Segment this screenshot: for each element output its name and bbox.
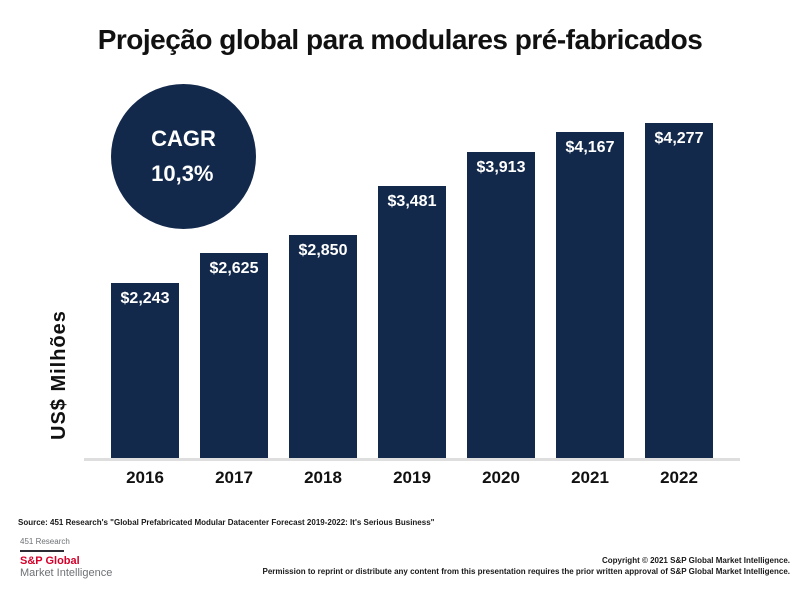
- bar-2019: $3,481: [378, 186, 446, 459]
- copyright-line1: Copyright © 2021 S&P Global Market Intel…: [601, 556, 790, 565]
- brand-market-intelligence: Market Intelligence: [20, 567, 113, 580]
- y-axis-label: US$ Milhões: [48, 310, 70, 440]
- x-axis-line: [84, 458, 740, 461]
- bar-2020: $3,913: [467, 152, 535, 459]
- page-title: Projeção global para modulares pré-fabri…: [97, 24, 703, 55]
- x-axis-tick-2022: 2022: [660, 468, 698, 487]
- bar-2021: $4,167: [556, 132, 624, 459]
- bar-value-label: $3,481: [387, 193, 437, 210]
- copyright-line2: Permission to reprint or distribute any …: [262, 566, 791, 576]
- x-axis-tick-2016: 2016: [126, 468, 164, 487]
- brand-logo: 451 Research S&P Global Market Intellige…: [20, 537, 112, 580]
- brand-sp-global: S&P Global: [20, 555, 80, 567]
- bar-2018: $2,850: [289, 235, 357, 459]
- bar-2022: $4,277: [645, 123, 713, 459]
- x-axis-tick-2018: 2018: [304, 468, 342, 487]
- x-axis-tick-2021: 2021: [571, 468, 609, 487]
- bar-value-label: $2,850: [298, 242, 348, 259]
- copyright-notice: Copyright © 2021 S&P Global Market Intel…: [263, 556, 791, 578]
- bar-value-label: $4,277: [654, 130, 704, 147]
- bar-value-label: $4,167: [565, 139, 615, 156]
- bar-value-label: $2,243: [120, 290, 170, 307]
- source-note: Source: 451 Research's "Global Prefabric…: [18, 518, 435, 527]
- bar-value-label: $2,625: [209, 260, 259, 277]
- x-axis-tick-2017: 2017: [215, 468, 253, 487]
- cagr-badge: CAGR 10,3%: [111, 84, 256, 229]
- cagr-label: CAGR: [151, 126, 216, 152]
- bar-value-label: $3,913: [476, 159, 526, 176]
- bar-2016: $2,243: [111, 283, 179, 459]
- brand-451-research: 451 Research: [20, 537, 70, 546]
- cagr-value: 10,3%: [151, 160, 214, 186]
- x-axis-tick-2019: 2019: [393, 468, 431, 487]
- x-axis-tick-2020: 2020: [482, 468, 520, 487]
- bar-2017: $2,625: [200, 253, 268, 459]
- brand-divider: [20, 550, 64, 552]
